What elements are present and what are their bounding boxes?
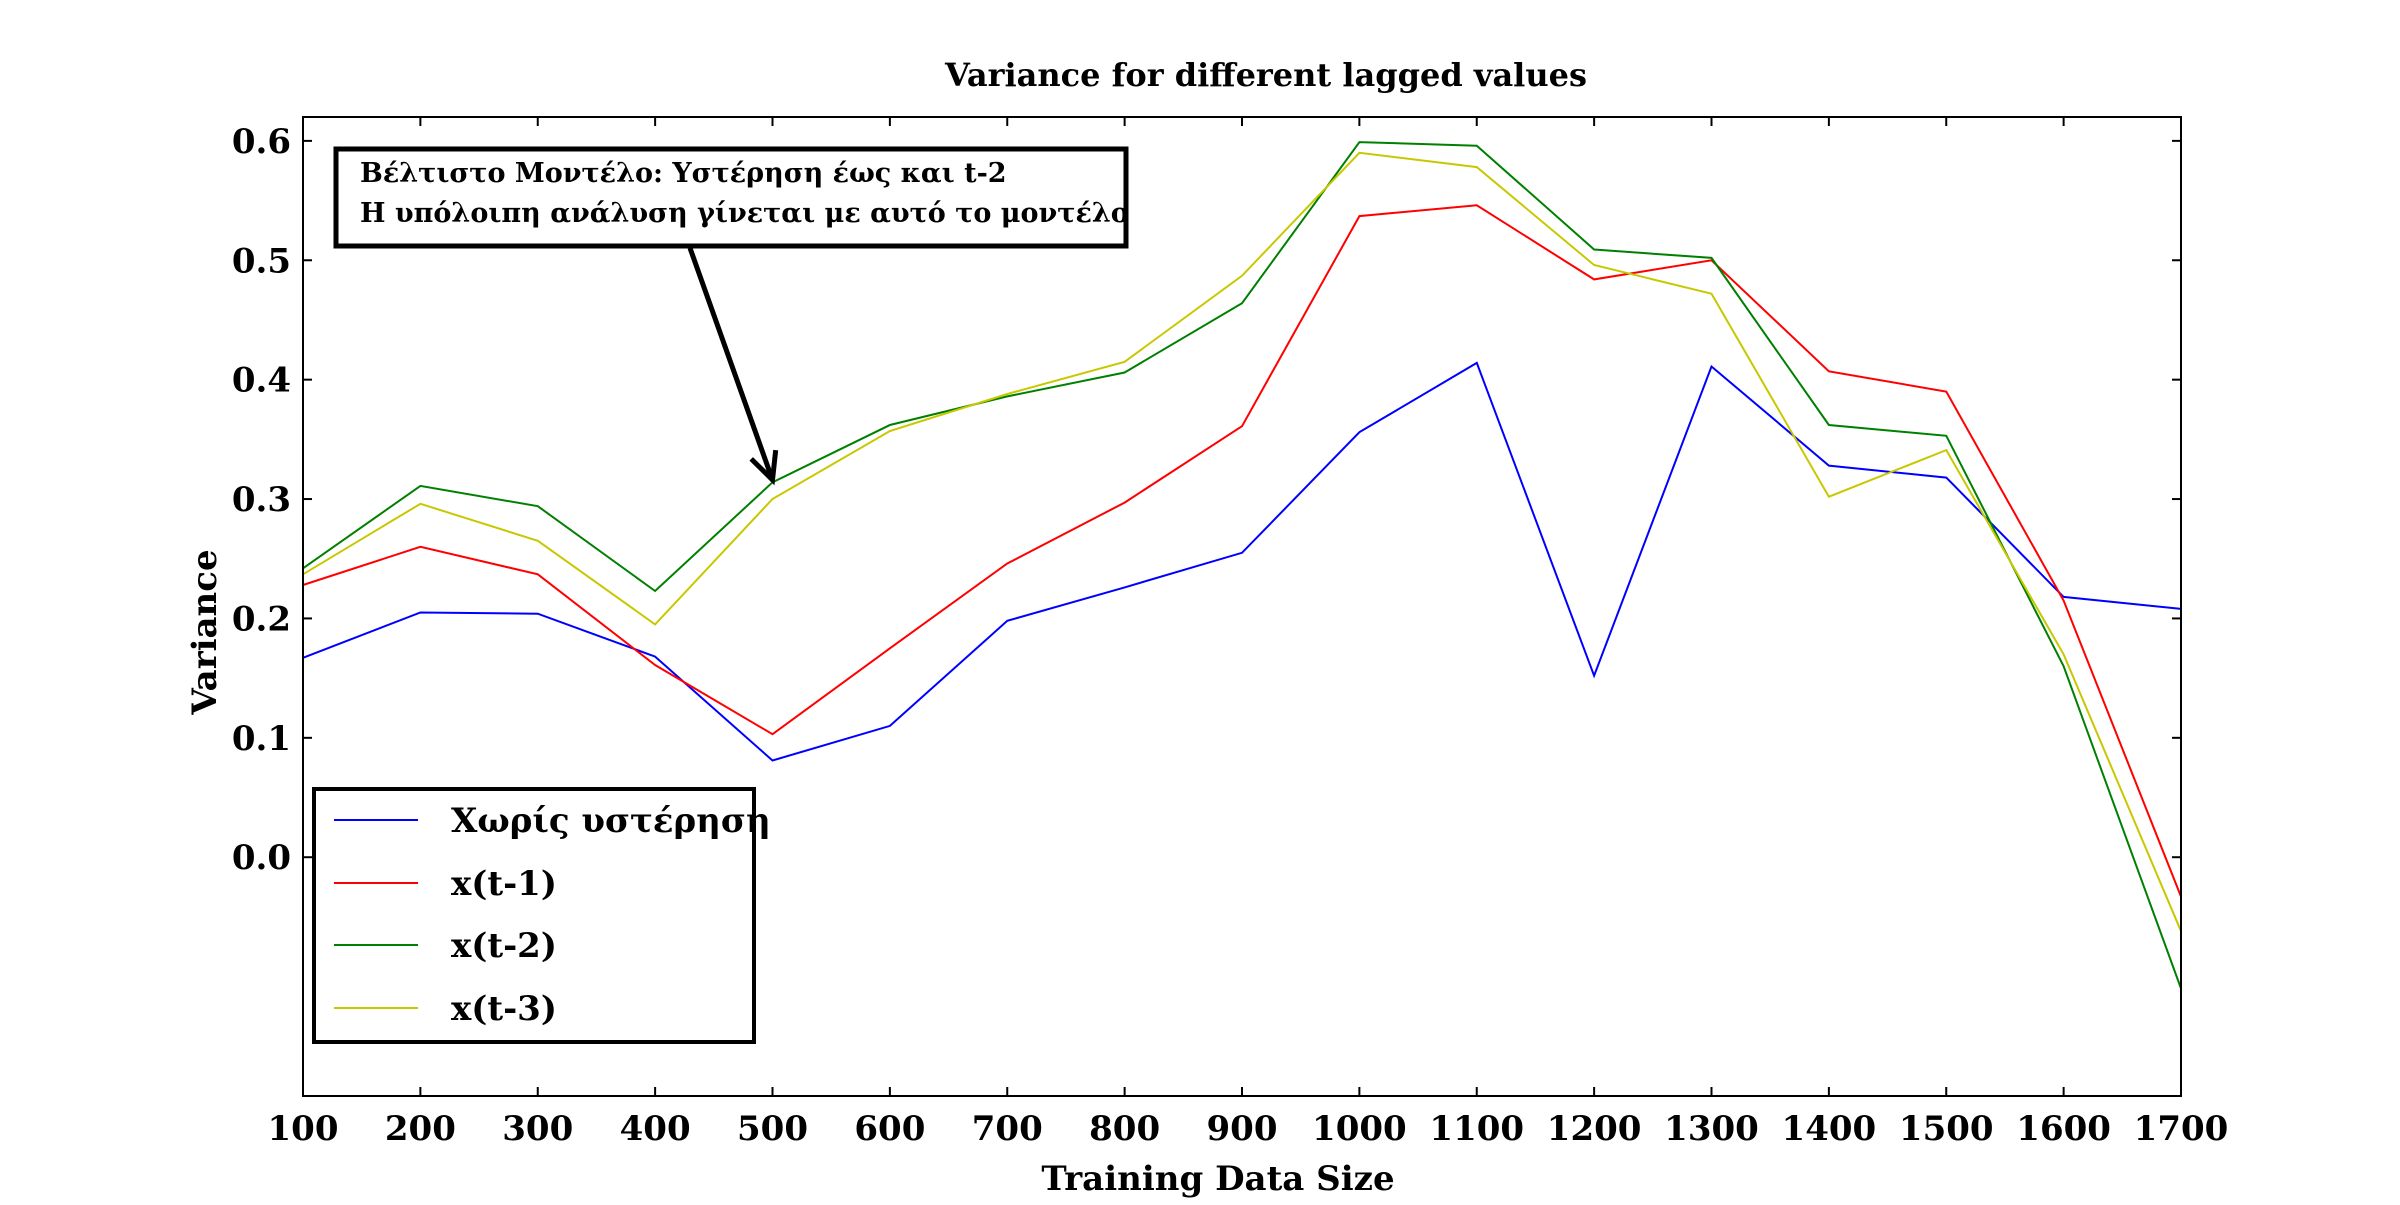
annotation-line-1: Βέλτιστο Μοντέλο: Υστέρηση έως και t-2 [360, 158, 1007, 189]
x-tick-label: 900 [1207, 1109, 1278, 1149]
ticks-layer: 100 200 300 400 500 600 700 800 900 1000 1100 1200 1… [232, 117, 2228, 1149]
x-tick-label: 400 [620, 1109, 691, 1149]
y-tick-label: 0.6 [232, 122, 291, 162]
legend-label-1: Χωρίς υστέρηση [451, 801, 771, 841]
y-tick-label: 0.0 [232, 838, 291, 878]
x-axis-label: Training Data Size [1041, 1159, 1394, 1199]
y-tick-label: 0.2 [232, 599, 291, 639]
x-tick-label: 500 [737, 1109, 808, 1149]
x-tick-label: 1300 [1664, 1109, 1759, 1149]
y-axis-label: Variance [185, 549, 225, 715]
legend-label-3: x(t-2) [451, 926, 557, 966]
x-tick-label: 1100 [1429, 1109, 1524, 1149]
annotation: Βέλτιστο Μοντέλο: Υστέρηση έως και t-2 Η… [333, 146, 1129, 486]
y-tick-label: 0.3 [232, 480, 291, 520]
x-tick-label: 300 [502, 1109, 573, 1149]
legend-label-2: x(t-1) [451, 864, 557, 904]
x-tick-label: 1200 [1547, 1109, 1642, 1149]
x-tick-label: 1600 [2016, 1109, 2111, 1149]
series-line-3 [302, 141, 2182, 989]
x-tick-label: 1000 [1312, 1109, 1407, 1149]
annotation-arrow [687, 247, 775, 481]
x-tick-label: 200 [385, 1109, 456, 1149]
annotation-arrowhead [749, 449, 779, 486]
series-line-4 [302, 151, 2182, 932]
y-tick-label: 0.4 [232, 361, 291, 401]
x-tick-label: 100 [268, 1109, 339, 1149]
legend-label-4: x(t-3) [451, 989, 557, 1029]
x-tick-label: 700 [972, 1109, 1043, 1149]
annotation-line-2: Η υπόλοιπη ανάλυση γίνεται με αυτό το μο… [360, 198, 1129, 229]
x-tick-label: 1400 [1782, 1109, 1877, 1149]
series-line-1 [302, 361, 2182, 762]
x-tick-label: 800 [1089, 1109, 1160, 1149]
y-tick-label: 0.1 [232, 719, 291, 759]
x-tick-label: 600 [854, 1109, 925, 1149]
series-line-2 [302, 204, 2182, 897]
x-tick-label: 1700 [2134, 1109, 2229, 1149]
legend: Χωρίς υστέρηση x(t-1) x(t-2) x(t-3) [312, 787, 771, 1044]
x-tick-label: 1500 [1899, 1109, 1994, 1149]
chart-title: Variance for different lagged values [944, 56, 1587, 94]
legend-box [312, 787, 756, 1044]
y-tick-label: 0.5 [232, 241, 291, 281]
series-layer [302, 141, 2182, 989]
annotation-box [333, 146, 1129, 249]
